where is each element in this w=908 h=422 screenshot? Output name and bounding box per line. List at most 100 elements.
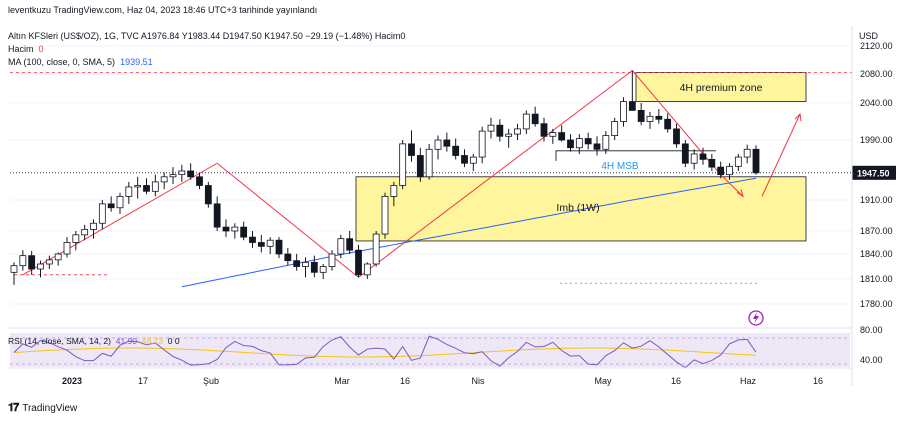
- candle-body: [575, 138, 583, 149]
- volume-label: Hacim: [8, 44, 34, 54]
- candle-body: [540, 123, 548, 137]
- ma-label: MA (100, close, 0, SMA, 5): [8, 57, 116, 67]
- candle-body: [496, 124, 504, 137]
- candle-body: [160, 176, 168, 183]
- currency-label: USD: [859, 31, 879, 41]
- candle-body: [310, 261, 318, 273]
- imbalance-zone: [355, 176, 807, 242]
- candle-body: [434, 139, 442, 150]
- ma-value: 1939.51: [120, 57, 153, 67]
- trend-up-1: [22, 162, 218, 276]
- last-price-tag: [852, 165, 896, 180]
- candle-body: [213, 203, 221, 228]
- time-axis: 2023 17 Şub Mar 16 Nis May 16 Haz 16: [62, 376, 823, 386]
- candle-body: [602, 135, 610, 150]
- candle-body: [717, 166, 725, 176]
- candle-body: [478, 130, 486, 158]
- msb-line: [555, 150, 716, 161]
- candle-body: [178, 170, 186, 176]
- candle-body: [584, 138, 592, 145]
- candle-body: [72, 234, 80, 243]
- time-tick-label: Haz: [740, 376, 757, 386]
- candle-body: [399, 143, 407, 186]
- tv-logo-icon: 𝟏𝟕: [8, 402, 19, 414]
- price-tick-label: 1840.00: [860, 249, 893, 259]
- price-tick-label: 2080.00: [860, 69, 893, 79]
- candle-body: [487, 124, 495, 132]
- candle-body: [319, 266, 327, 273]
- candle-body: [355, 249, 362, 276]
- candle-body: [699, 153, 707, 160]
- candle-body: [637, 110, 645, 122]
- time-tick-label: 16: [813, 376, 823, 386]
- candle-body: [505, 133, 513, 137]
- candle-body: [461, 155, 468, 164]
- symbol-info: Altın KFSleri (US$/OZ), 1G, TVC A1976.84…: [8, 31, 406, 41]
- candle-body: [107, 203, 115, 209]
- candle-body: [514, 128, 521, 135]
- candle-body: [443, 139, 451, 147]
- candle-body: [452, 145, 460, 156]
- candle-body: [416, 155, 424, 178]
- rsi-ma-value: 48.73: [141, 336, 164, 346]
- annotation-labels: 4H premium zone Imb (1W) 4H MSB: [556, 82, 762, 214]
- brand-name: TradingView: [22, 403, 78, 414]
- volume-legend: Hacim 0: [8, 44, 44, 54]
- candle-body: [381, 195, 389, 235]
- price-tick-label: 1810.00: [860, 274, 893, 284]
- rsi-pane: [10, 335, 850, 369]
- premium-zone: [635, 72, 807, 102]
- candle-body: [169, 174, 177, 178]
- price-tick-label: 1990.00: [860, 135, 893, 145]
- flash-icon[interactable]: [748, 310, 764, 326]
- time-tick-label: Nis: [472, 376, 485, 386]
- candle-body: [469, 156, 477, 164]
- arrow-head-up: [794, 113, 802, 122]
- candle-body: [337, 238, 345, 255]
- candle-body: [726, 165, 733, 176]
- candle-body: [134, 185, 142, 188]
- candle-body: [646, 115, 654, 122]
- candle-body: [328, 253, 336, 267]
- candle-body: [567, 139, 574, 149]
- candle-body: [10, 265, 18, 273]
- candle-body: [240, 226, 248, 238]
- tradingview-logo[interactable]: 𝟏𝟕 TradingView: [8, 402, 77, 415]
- candle-body: [708, 158, 716, 168]
- candle-body: [743, 148, 751, 158]
- candle-body: [681, 143, 689, 164]
- candle-body: [673, 128, 680, 145]
- candle-body: [558, 132, 566, 141]
- candle-body: [63, 242, 71, 255]
- rsi-value: 41.90: [115, 336, 137, 346]
- price-tick-label: 2040.00: [860, 98, 893, 108]
- time-tick-label: 2023: [62, 376, 82, 386]
- candle-body: [125, 186, 133, 197]
- time-tick-label: Şub: [203, 376, 219, 386]
- rsi-extra: 0 0: [167, 336, 180, 346]
- candle-body: [522, 113, 530, 130]
- candle-body: [593, 143, 601, 150]
- rsi-label: RSI (14, close, SMA, 14, 2): [8, 336, 111, 346]
- candle-body: [664, 118, 672, 130]
- premium-zone-label: 4H premium zone: [680, 82, 763, 94]
- time-tick-label: 16: [400, 376, 410, 386]
- volume-value: 0: [38, 44, 44, 54]
- candle-body: [98, 203, 106, 224]
- candle-body: [531, 113, 539, 125]
- candle-body: [19, 255, 27, 267]
- rsi-tick-label: 40.00: [860, 355, 883, 365]
- rsi-line: [13, 335, 757, 369]
- candle-body: [408, 143, 415, 156]
- price-tick-label: 1910.00: [860, 195, 893, 205]
- candle-body: [363, 263, 371, 276]
- arrow-head-down: [736, 189, 744, 198]
- time-tick-label: May: [594, 376, 612, 386]
- price-tick-label: 1870.00: [860, 226, 893, 236]
- candle-body: [549, 132, 557, 137]
- candle-body: [734, 156, 742, 167]
- candle-body: [222, 226, 230, 232]
- candle-body: [249, 236, 256, 243]
- candle-body: [425, 148, 433, 178]
